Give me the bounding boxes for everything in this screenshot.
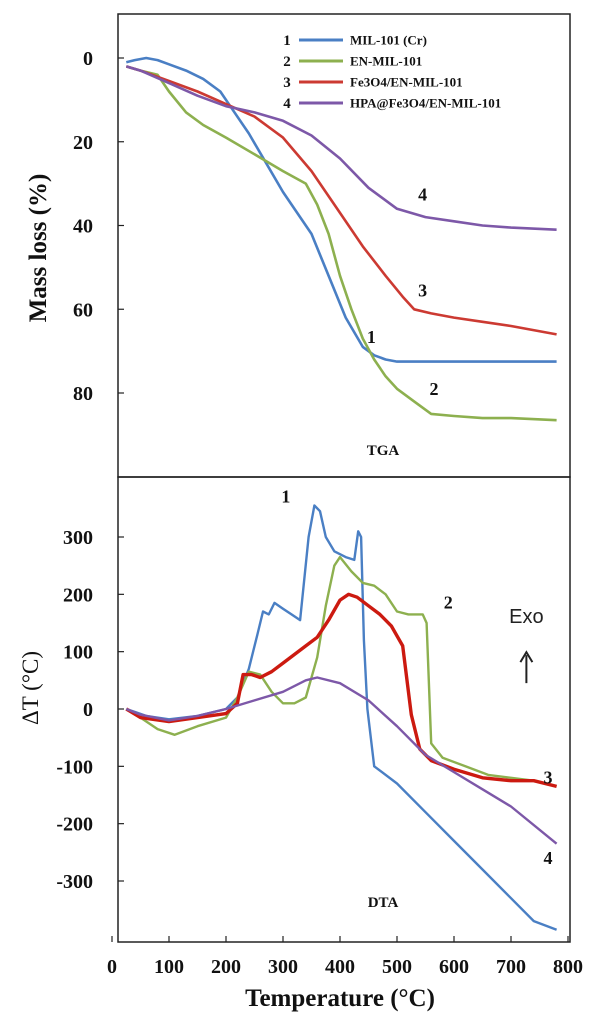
- x-tick-label: 100: [154, 956, 184, 978]
- tga-curve-label-2: 2: [430, 379, 439, 399]
- tga-curve-label-4: 4: [418, 184, 427, 204]
- dta-y-tick-label: -300: [56, 871, 93, 893]
- legend-number-4: 4: [283, 96, 291, 112]
- dta-y-tick-label: 200: [63, 584, 93, 606]
- legend-number-1: 1: [283, 33, 291, 49]
- dta-curve-label-3: 3: [544, 768, 553, 788]
- dta-y-axis-label: ΔT (°C): [18, 651, 43, 725]
- dta-series-line-2: [125, 555, 557, 788]
- x-tick-label: 400: [325, 956, 355, 978]
- tga-y-tick-label: 40: [73, 216, 93, 238]
- legend-entry-1: MIL-101 (Cr): [350, 33, 427, 48]
- x-tick-label: 800: [553, 956, 583, 978]
- tga-panel-label: TGA: [367, 443, 400, 459]
- dta-panel-label: DTA: [368, 895, 399, 911]
- tga-series-line-4: [125, 65, 557, 231]
- dta-series-line-1: [125, 504, 558, 931]
- tga-series-line-1: [125, 56, 557, 363]
- x-axis-label: Temperature (°C): [245, 985, 435, 1012]
- x-tick-label: 0: [107, 956, 117, 978]
- legend-number-2: 2: [283, 54, 291, 70]
- tga-plot-frame: [117, 13, 571, 478]
- dta-y-tick-label: 0: [83, 699, 93, 721]
- dta-curve-label-4: 4: [544, 848, 553, 868]
- dta-series-line-4: [125, 676, 558, 845]
- up-arrow-head-icon: [519, 650, 534, 663]
- dta-series-line-3: [125, 592, 558, 789]
- x-tick-label: 700: [496, 956, 526, 978]
- tga-series-line-3: [125, 65, 557, 336]
- legend-entry-4: HPA@Fe3O4/EN-MIL-101: [350, 96, 501, 111]
- x-tick-label: 500: [382, 956, 412, 978]
- tga-panel: 0 20 40 60 80 1 2 3 4 1 MIL-101 (Cr) 2 EN-MIL-101 3 Fe…: [73, 13, 571, 478]
- x-tick-label: 200: [211, 956, 241, 978]
- tga-curve-label-3: 3: [418, 281, 427, 301]
- tga-y-tick-label: 20: [73, 132, 93, 154]
- dta-y-tick-label: -200: [56, 814, 93, 836]
- tga-y-axis-label: Mass loss (%): [25, 174, 52, 323]
- dta-curve-label-2: 2: [444, 593, 453, 613]
- dta-y-tick-label: -100: [56, 756, 93, 778]
- dta-panel: 300 200 100 0 -100 -200 -300 0 100 200 300 400 500 60…: [56, 476, 583, 978]
- tga-series-line-2: [125, 65, 557, 422]
- exo-annotation: Exo: [509, 606, 543, 628]
- tga-curve-label-1: 1: [367, 327, 376, 347]
- legend-number-3: 3: [283, 75, 291, 91]
- x-tick-label: 600: [439, 956, 469, 978]
- dta-plot-frame: [117, 476, 571, 943]
- legend-entry-2: EN-MIL-101: [350, 54, 422, 69]
- dta-y-tick-label: 100: [63, 642, 93, 664]
- tga-y-tick-label: 0: [83, 48, 93, 70]
- tga-y-tick-label: 80: [73, 383, 93, 405]
- legend-entry-3: Fe3O4/EN-MIL-101: [350, 75, 463, 90]
- x-tick-label: 300: [268, 956, 298, 978]
- dta-y-tick-label: 300: [63, 527, 93, 549]
- dta-curve-label-1: 1: [281, 487, 290, 507]
- tga-y-tick-label: 60: [73, 299, 93, 321]
